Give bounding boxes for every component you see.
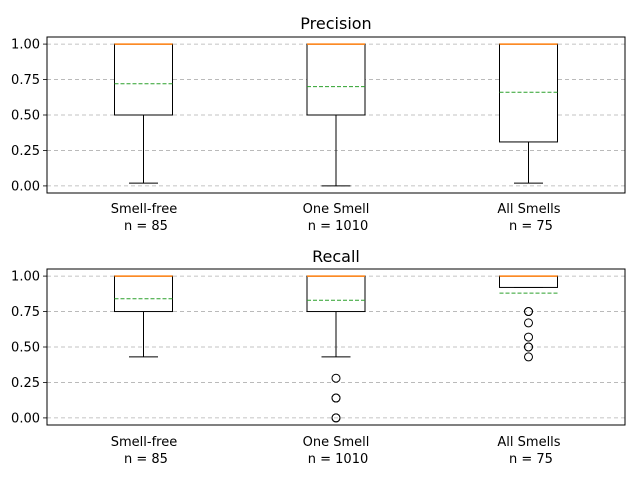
box-body [114, 275, 173, 313]
x-label-smell-free: Smell-free [111, 202, 177, 217]
recall-panel: Recall 0.00 0.25 0.50 0.75 1.00 Smell-free n… [11, 247, 626, 467]
box-body [114, 43, 173, 116]
box-0 [114, 275, 173, 358]
box-body [306, 43, 366, 116]
precision-y-ticks: 0.00 0.25 0.50 0.75 1.00 [11, 38, 47, 194]
x-label-smell-free: Smell-free [111, 435, 177, 450]
x-n-smell-free: n = 85 [124, 452, 168, 467]
y-tick-label: 0.50 [11, 109, 40, 124]
outlier-point [524, 318, 533, 328]
recall-x-labels: Smell-free n = 85 One Smell n = 1010 All… [111, 435, 561, 467]
outlier-point [524, 332, 533, 342]
box-0 [114, 43, 173, 184]
y-tick-label: 1.00 [11, 270, 40, 285]
box-1 [306, 275, 366, 423]
outlier-point [331, 393, 341, 403]
precision-panel: Precision 0.00 0.25 0.50 0.75 1.00 Smell-fre… [11, 14, 626, 234]
outlier-point [331, 373, 341, 383]
y-tick-label: 0.75 [11, 73, 40, 88]
precision-boxes [114, 43, 558, 187]
x-label-all-smells: All Smells [497, 435, 560, 450]
x-n-all-smells: n = 75 [509, 452, 553, 467]
x-n-one-smell: n = 1010 [308, 452, 368, 467]
recall-title: Recall [312, 247, 360, 266]
recall-axes-frame [46, 268, 626, 426]
recall-boxes [114, 275, 558, 423]
y-tick-label: 0.00 [11, 411, 40, 426]
box-body [499, 43, 558, 143]
box-body [499, 275, 558, 288]
x-label-one-smell: One Smell [303, 435, 370, 450]
recall-y-ticks: 0.00 0.25 0.50 0.75 1.00 [11, 270, 47, 426]
outlier-point [524, 352, 533, 362]
precision-title: Precision [300, 14, 371, 33]
outlier-point [524, 307, 533, 317]
y-tick-label: 0.25 [11, 144, 40, 159]
x-n-all-smells: n = 75 [509, 219, 553, 234]
y-tick-label: 0.00 [11, 179, 40, 194]
box-2 [499, 275, 558, 362]
x-n-one-smell: n = 1010 [308, 219, 368, 234]
x-n-smell-free: n = 85 [124, 219, 168, 234]
y-tick-label: 0.50 [11, 341, 40, 356]
box-body [306, 275, 366, 313]
outlier-point [524, 342, 533, 352]
x-label-all-smells: All Smells [497, 202, 560, 217]
y-tick-label: 0.25 [11, 376, 40, 391]
precision-axes-frame [46, 36, 626, 194]
box-2 [499, 43, 558, 184]
precision-x-labels: Smell-free n = 85 One Smell n = 1010 All… [111, 202, 561, 234]
y-tick-label: 1.00 [11, 38, 40, 53]
y-tick-label: 0.75 [11, 305, 40, 320]
outlier-point [331, 413, 341, 423]
box-1 [306, 43, 366, 187]
x-label-one-smell: One Smell [303, 202, 370, 217]
